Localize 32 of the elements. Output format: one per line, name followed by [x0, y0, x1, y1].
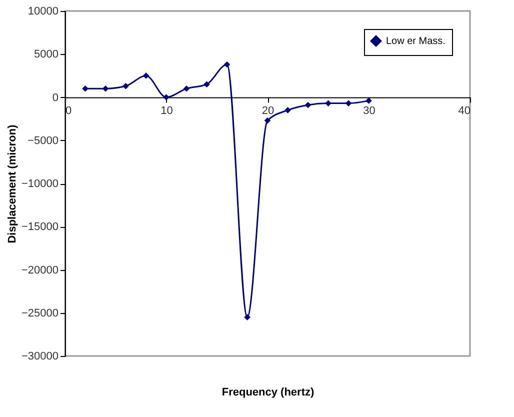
point — [264, 117, 271, 124]
point — [183, 85, 190, 92]
point — [163, 94, 170, 100]
y-tick-label: −5000 — [28, 134, 58, 147]
x-tick-label: 10 — [160, 104, 173, 117]
legend-label: Low er Mass. — [386, 36, 446, 47]
point — [102, 85, 109, 92]
y-tick-label: −30000 — [21, 350, 58, 362]
x-tick-label: 20 — [262, 104, 274, 117]
x-tick-label: 0 — [66, 104, 72, 117]
point — [82, 85, 88, 92]
y-tick-label: −25000 — [21, 307, 58, 320]
point — [366, 98, 372, 104]
point — [244, 314, 250, 320]
point — [204, 81, 210, 88]
point — [345, 100, 352, 106]
y-tick-label: −15000 — [21, 221, 58, 234]
point — [325, 100, 332, 106]
y-tick-label: −20000 — [21, 264, 58, 276]
y-tick-label: 10000 — [28, 6, 58, 18]
y-tick-label: 0 — [52, 92, 58, 104]
point — [224, 61, 230, 68]
point — [142, 72, 150, 79]
point — [122, 82, 129, 90]
point — [284, 107, 291, 114]
point — [304, 102, 312, 108]
y-tick-label: −10000 — [21, 178, 58, 190]
x-tick-label: 30 — [363, 104, 376, 117]
x-tick-label: 40 — [458, 104, 470, 117]
x-axis-title: Frequency (hertz) — [222, 386, 314, 398]
y-tick-label: 5000 — [34, 48, 58, 61]
y-axis-title: Displacement (micron) — [6, 124, 18, 244]
